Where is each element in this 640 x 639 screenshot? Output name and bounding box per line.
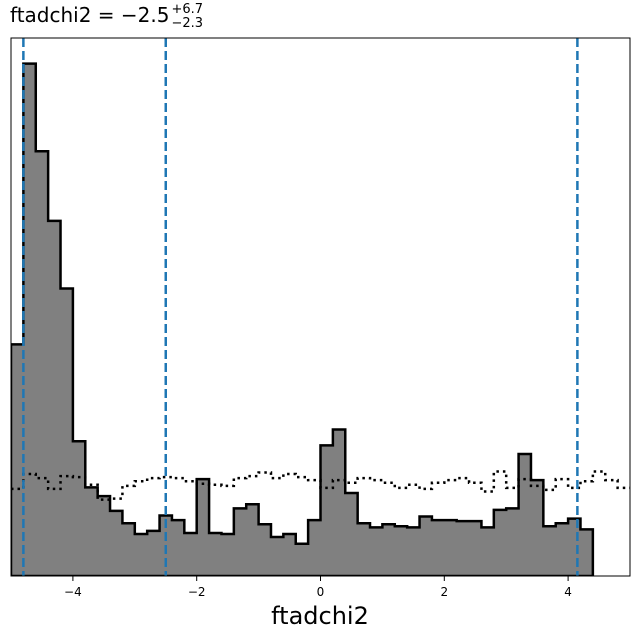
histogram-bar [60,288,74,576]
title-superscript: +6.7 [171,2,203,17]
title-subscript: −2.3 [171,16,203,31]
histogram-bar [320,445,334,576]
histogram-bar [171,520,185,576]
histogram-bar [370,527,383,576]
histogram-bar [246,504,259,576]
histogram-bar [23,63,37,576]
histogram-bar [407,527,420,576]
histogram-bar [456,521,470,576]
histogram-bar [555,523,569,576]
histogram-bar [308,520,321,576]
histogram-bar [258,524,272,576]
plot-content [11,38,630,576]
histogram-bar [530,480,544,576]
histogram-bar [196,479,210,576]
plot-area: −4 −2 0 2 4 [10,37,631,599]
histogram-bar [283,533,297,576]
histogram-bar [394,526,408,576]
histogram-bar [506,508,519,576]
histogram-bar [431,520,445,576]
x-tick-label: 0 [317,585,325,599]
histogram-bar [543,526,557,576]
histogram-bar [221,533,235,576]
histogram-bar [97,496,111,576]
histogram-bar [270,537,284,576]
histogram-bar [184,532,198,576]
histogram-outline [11,62,595,576]
histogram-bar [444,520,458,576]
histogram-bar [345,492,359,576]
x-tick-label: 4 [564,585,572,599]
x-tick-label: −2 [188,585,206,599]
histogram-bar [209,532,222,576]
histogram-bar [147,530,160,576]
histogram-bar [493,509,507,576]
histogram-bar [469,521,482,576]
histogram-bar [110,510,123,576]
histogram-bar [382,524,396,576]
title-text: ftadchi2 = −2.5 [10,3,169,27]
histogram-bar [332,429,346,576]
prior-dotted-line [11,470,630,501]
histogram-bar [233,508,247,576]
histogram-bar [85,487,99,576]
histogram-bar [357,523,371,576]
histogram-bar [568,518,581,576]
histogram-bar [35,151,49,576]
x-axis-label: ftadchi2 [271,602,369,630]
histogram-bar [72,441,86,576]
histogram-bar [11,344,24,576]
histogram-bar [580,529,594,576]
histogram-bar [122,523,136,576]
histogram-bar [134,533,148,576]
x-tick-label: 2 [440,585,448,599]
histogram-bar [295,543,309,576]
histogram-bar [481,527,495,576]
chart-title: ftadchi2 = −2.5 +6.7 −2.3 [10,2,203,31]
histogram-bar [48,220,61,576]
histogram-bar [419,516,433,576]
x-tick-label: −4 [64,585,82,599]
histogram-bar [518,454,532,576]
